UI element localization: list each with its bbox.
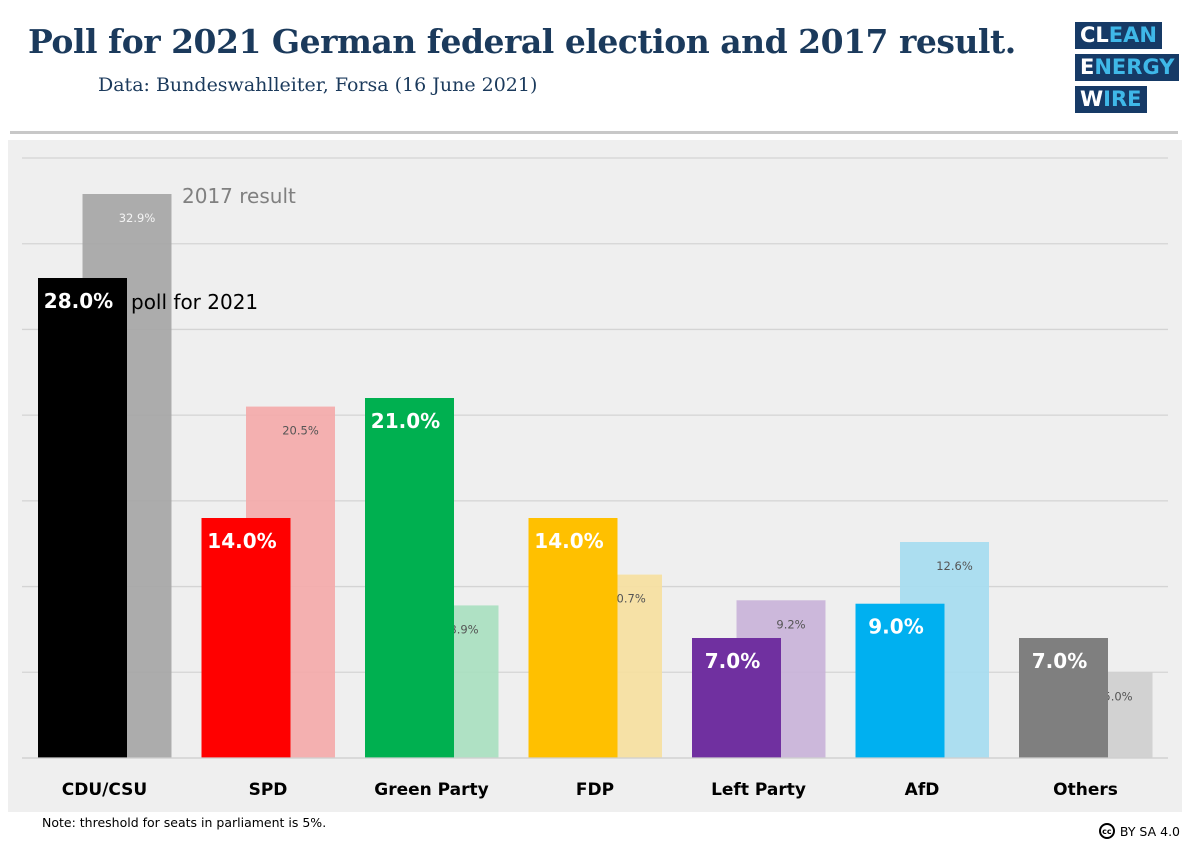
legend-2017-result: 2017 result xyxy=(182,184,296,208)
license: cc BY SA 4.0 xyxy=(1098,823,1180,839)
logo-line-2: ENERGY xyxy=(1080,55,1175,79)
label-2017-6: 5.0% xyxy=(1103,689,1132,703)
creative-commons-icon: cc xyxy=(1098,823,1115,839)
label-2017-1: 20.5% xyxy=(282,424,319,438)
license-text: BY SA 4.0 xyxy=(1119,823,1180,839)
label-poll-0: 28.0% xyxy=(44,289,113,313)
label-poll-3: 14.0% xyxy=(534,529,603,553)
label-poll-5: 9.0% xyxy=(868,615,923,639)
bar-poll-6 xyxy=(1019,638,1108,758)
category-label-4: Left Party xyxy=(711,780,806,800)
bar-poll-5 xyxy=(855,603,945,758)
label-poll-1: 14.0% xyxy=(207,529,276,553)
logo-line-3: WIRE xyxy=(1080,87,1142,111)
label-2017-4: 9.2% xyxy=(776,617,805,631)
label-2017-2: 8.9% xyxy=(449,622,478,636)
bar-poll-0 xyxy=(38,278,127,758)
header-divider xyxy=(10,131,1178,134)
bar-poll-4 xyxy=(692,638,781,758)
label-2017-5: 12.6% xyxy=(936,559,973,573)
label-2017-0: 32.9% xyxy=(119,211,156,225)
bar-poll-2 xyxy=(365,398,454,758)
label-poll-4: 7.0% xyxy=(705,649,760,673)
category-label-1: SPD xyxy=(249,780,288,800)
label-2017-3: 10.7% xyxy=(609,592,646,606)
bar-poll-1 xyxy=(201,518,291,758)
subtitle: Data: Bundeswahlleiter, Forsa (16 June 2… xyxy=(98,74,538,96)
label-poll-6: 7.0% xyxy=(1032,649,1087,673)
logo-line-1: CLEAN xyxy=(1080,23,1157,47)
legend-poll-2021: poll for 2021 xyxy=(131,290,258,314)
category-label-3: FDP xyxy=(576,780,614,800)
category-label-0: CDU/CSU xyxy=(62,780,147,800)
category-label-6: Others xyxy=(1053,780,1118,800)
footnote: Note: threshold for seats in parliament … xyxy=(42,815,327,830)
bar-poll-3 xyxy=(528,518,618,758)
label-poll-2: 21.0% xyxy=(371,409,440,433)
category-label-5: AfD xyxy=(905,780,940,800)
category-label-2: Green Party xyxy=(374,780,488,800)
page-title: Poll for 2021 German federal election an… xyxy=(28,22,1016,61)
